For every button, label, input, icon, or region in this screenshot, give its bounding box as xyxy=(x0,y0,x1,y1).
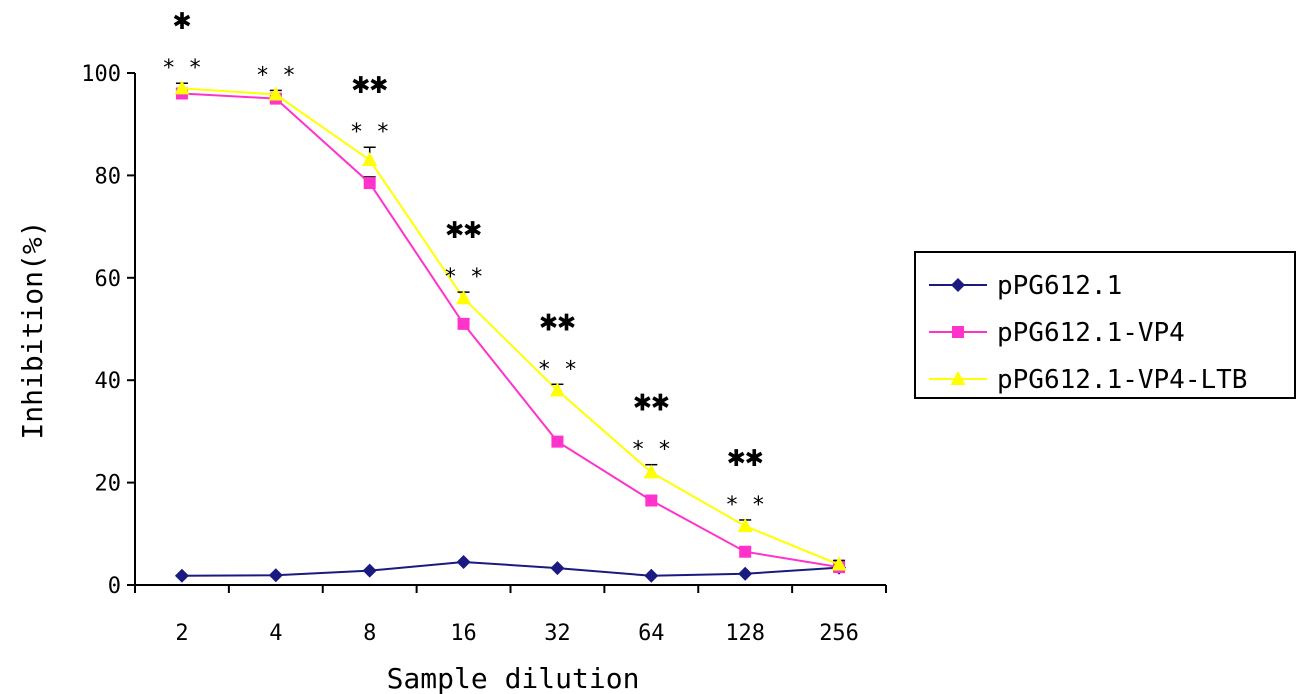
data-point-marker xyxy=(644,568,659,583)
y-tick-label: 20 xyxy=(95,472,122,497)
data-point-marker xyxy=(950,371,966,385)
data-point-marker xyxy=(551,435,564,448)
x-tick-label: 64 xyxy=(638,621,665,646)
significance-mark: * * xyxy=(725,493,765,518)
significance-annotations: ✱ * * * * ✱✱ * * ✱✱ * * ✱✱ * * ✱✱ * * ✱✱ * * xyxy=(162,2,765,518)
x-tick-label: 128 xyxy=(725,621,765,646)
significance-mark: * * xyxy=(162,56,202,81)
significance-mark: * * xyxy=(444,265,484,290)
x-tick-label: 32 xyxy=(544,621,571,646)
y-axis-title: Inhibition(%) xyxy=(16,220,49,439)
y-tick-label: 40 xyxy=(95,369,122,394)
x-axis-title: Sample dilution xyxy=(387,662,640,694)
chart-series-layer xyxy=(174,80,847,583)
data-point-marker xyxy=(362,152,378,167)
data-point-marker xyxy=(643,464,659,479)
data-point-marker xyxy=(645,494,658,507)
series-line xyxy=(181,92,840,569)
series-ppg612-1 xyxy=(174,554,847,583)
significance-mark-strong: ✱✱ xyxy=(727,439,763,474)
x-tick-label: 16 xyxy=(450,621,477,646)
data-point-marker xyxy=(268,568,283,583)
data-point-marker xyxy=(739,545,752,558)
legend-label: pPG612.1-VP4 xyxy=(997,318,1185,348)
significance-mark-strong: ✱✱ xyxy=(352,66,388,101)
data-point-marker xyxy=(951,278,965,292)
data-point-marker xyxy=(831,556,847,571)
data-point-marker xyxy=(456,554,471,569)
legend-entry-ppg612-1-vp4-ltb: pPG612.1-VP4-LTB xyxy=(929,365,1247,395)
legend-entry-ppg612-1: pPG612.1 xyxy=(929,271,1122,301)
significance-mark: * * xyxy=(256,63,296,88)
data-point-marker xyxy=(549,382,565,397)
data-point-marker xyxy=(550,561,565,576)
x-tick-label: 8 xyxy=(363,621,376,646)
significance-mark-strong: ✱✱ xyxy=(539,303,575,338)
y-tick-label: 80 xyxy=(95,164,122,189)
legend-label: pPG612.1 xyxy=(997,271,1122,301)
significance-mark-strong: ✱ xyxy=(173,2,191,37)
data-point-marker xyxy=(737,518,753,533)
x-tick-label: 2 xyxy=(175,621,188,646)
legend-entry-ppg612-1-vp4: pPG612.1-VP4 xyxy=(929,318,1185,348)
legend-box xyxy=(914,251,1296,399)
significance-mark: * * xyxy=(631,438,671,463)
y-tick-label: 0 xyxy=(108,574,121,599)
significance-mark-strong: ✱✱ xyxy=(446,211,482,246)
x-tick-label: 256 xyxy=(819,621,859,646)
legend-label: pPG612.1-VP4-LTB xyxy=(997,365,1247,395)
data-point-marker xyxy=(268,86,284,101)
data-point-marker xyxy=(362,563,377,578)
data-point-marker xyxy=(174,80,190,95)
significance-mark-strong: ✱✱ xyxy=(633,384,669,419)
data-point-marker xyxy=(738,566,753,581)
series-line xyxy=(181,560,840,577)
data-point-marker xyxy=(457,317,470,330)
series-ppg612-1-vp4-ltb xyxy=(174,80,847,571)
data-point-marker xyxy=(363,177,376,190)
chart-axes: 0 20 40 60 80 100 2 4 8 16 32 64 128 256 xyxy=(81,62,887,646)
y-tick-label: 100 xyxy=(81,62,121,87)
data-point-marker xyxy=(174,568,189,583)
series-line xyxy=(181,87,840,566)
legend: pPG612.1 pPG612.1-VP4 pPG612.1-VP4-LTB xyxy=(914,251,1296,399)
significance-mark: * * xyxy=(538,357,578,382)
data-point-marker xyxy=(456,290,472,305)
data-point-marker xyxy=(952,326,964,338)
significance-mark: * * xyxy=(350,120,390,145)
x-tick-label: 4 xyxy=(269,621,282,646)
y-tick-label: 60 xyxy=(95,267,122,292)
